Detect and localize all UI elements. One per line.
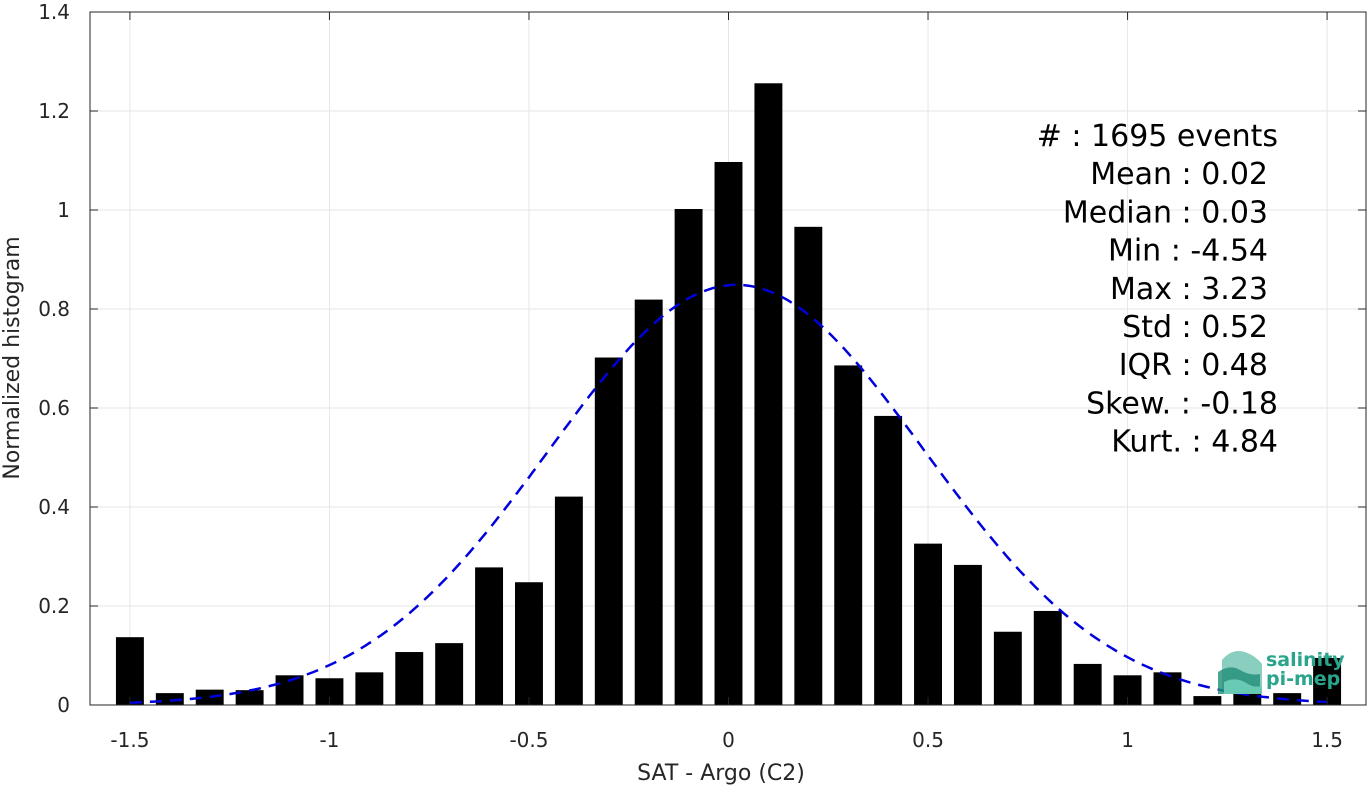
stat-line: Kurt. : 4.84 bbox=[1111, 425, 1278, 460]
x-axis-label: SAT - Argo (C2) bbox=[637, 761, 805, 786]
histogram-bar bbox=[554, 496, 583, 705]
histogram-bar bbox=[914, 543, 942, 705]
y-tick-label: 0.2 bbox=[38, 594, 70, 618]
histogram-bar bbox=[794, 226, 823, 705]
stat-line: Std : 0.52 bbox=[1122, 310, 1268, 345]
x-tick-label: 1.5 bbox=[1311, 728, 1343, 752]
stat-line: Min : -4.54 bbox=[1108, 234, 1268, 269]
histogram-bar bbox=[1193, 696, 1222, 705]
stat-line: IQR : 0.48 bbox=[1119, 348, 1268, 383]
histogram-bar bbox=[834, 365, 863, 705]
histogram-bar bbox=[634, 299, 663, 705]
stat-line: Median : 0.03 bbox=[1063, 195, 1268, 230]
histogram-bar bbox=[993, 631, 1022, 705]
logo-text-salinity: salinity bbox=[1266, 649, 1345, 671]
histogram-bar bbox=[475, 567, 504, 705]
y-tick-label: 0.6 bbox=[38, 396, 70, 420]
histogram-bar bbox=[355, 672, 384, 705]
wave-logo-icon bbox=[1218, 651, 1262, 694]
y-tick-label: 0.4 bbox=[38, 495, 70, 519]
histogram-bar bbox=[235, 690, 264, 705]
stat-line: Max : 3.23 bbox=[1110, 272, 1268, 307]
histogram-bar bbox=[115, 637, 144, 705]
y-tick-label: 0 bbox=[57, 693, 70, 717]
histogram-bar bbox=[1033, 610, 1062, 705]
stat-line: Skew. : -0.18 bbox=[1086, 386, 1278, 421]
y-tick-label: 1 bbox=[57, 198, 70, 222]
y-tick-label: 1.2 bbox=[38, 99, 70, 123]
histogram-bar bbox=[953, 564, 982, 705]
x-axis-ticks: -1.5 -1 -0.5 0 0.5 1 1.5 bbox=[110, 12, 1343, 752]
logo-text-pi-mep: pi-mep bbox=[1266, 668, 1340, 690]
histogram-bar bbox=[674, 209, 703, 705]
histogram-bar bbox=[1153, 672, 1182, 705]
histogram-bar bbox=[1073, 663, 1102, 705]
histogram-bar bbox=[874, 415, 903, 705]
x-tick-label: -1.5 bbox=[110, 728, 149, 752]
y-axis-ticks: 0 0.2 0.4 0.6 0.8 1 1.2 1.4 bbox=[38, 0, 1366, 717]
histogram-bar bbox=[754, 83, 783, 705]
gaussian-fit-curve bbox=[129, 283, 1328, 704]
histogram-bar bbox=[594, 357, 623, 705]
x-tick-label: 0 bbox=[722, 728, 735, 752]
x-tick-label: -1 bbox=[319, 728, 339, 752]
stat-line: # : 1695 events bbox=[1037, 119, 1278, 154]
histogram-bar bbox=[155, 693, 184, 705]
salinity-pi-mep-logo: salinity pi-mep bbox=[1218, 649, 1345, 694]
x-tick-label: 0.5 bbox=[912, 728, 944, 752]
x-tick-label: 1 bbox=[1121, 728, 1134, 752]
y-axis-label: Normalized histogram bbox=[0, 236, 25, 479]
histogram-bar bbox=[515, 582, 543, 705]
histogram-bar bbox=[714, 161, 743, 706]
y-tick-label: 1.4 bbox=[38, 0, 70, 24]
y-tick-label: 0.8 bbox=[38, 297, 70, 321]
histogram-bar bbox=[395, 652, 424, 705]
x-tick-label: -0.5 bbox=[509, 728, 548, 752]
stat-line: Mean : 0.02 bbox=[1090, 157, 1268, 192]
histogram-bar bbox=[435, 643, 464, 705]
